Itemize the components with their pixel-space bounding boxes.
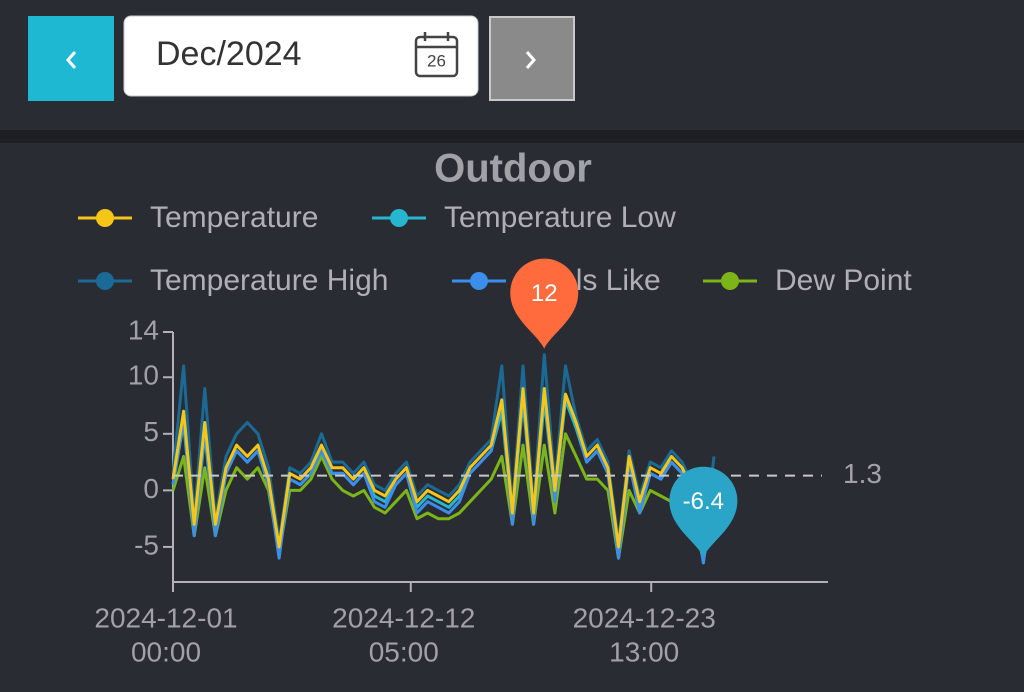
prev-button[interactable] [28,16,114,101]
legend-label: Temperature High [150,264,388,297]
legend-label: Dew Point [775,264,912,297]
x-tick-label: 00:00 [131,636,201,667]
y-tick-label: 10 [128,360,159,391]
separator [0,130,1024,143]
y-tick-label: 5 [143,416,159,447]
x-tick-label: 13:00 [609,636,679,667]
series-line [171,387,716,555]
average-label: 1.3 [843,458,882,489]
calendar-icon[interactable]: 26 [414,32,459,78]
date-input[interactable] [123,15,479,97]
pin-min-marker [669,466,738,557]
date-text: Dec/2024 [156,35,302,73]
legend-label: Temperature Low [444,201,676,234]
x-tick-label: 05:00 [369,636,439,667]
pin-label: 12 [531,280,558,307]
y-tick-label: -5 [134,529,159,560]
pin-label: -6.4 [683,488,724,515]
y-tick-label: 14 [128,314,159,345]
chart-title: Outdoor [434,147,592,191]
legend-dot [470,272,488,290]
x-tick-label: 2024-12-12 [332,602,475,633]
legend-dot [96,209,114,227]
y-tick-label: 0 [143,473,159,504]
prev-icon [66,51,77,69]
pin-max-marker [510,258,579,349]
legend-dot [390,209,408,227]
calendar-frame [414,35,459,78]
x-tick-label: 2024-12-01 [94,602,237,633]
next-button[interactable] [489,16,575,101]
calendar-day: 26 [427,51,446,70]
x-tick-label: 2024-12-23 [573,602,716,633]
legend-label: Temperature [150,201,318,234]
next-icon [525,51,536,69]
legend-dot [96,272,114,290]
series-line [171,432,716,562]
legend-dot [721,272,739,290]
